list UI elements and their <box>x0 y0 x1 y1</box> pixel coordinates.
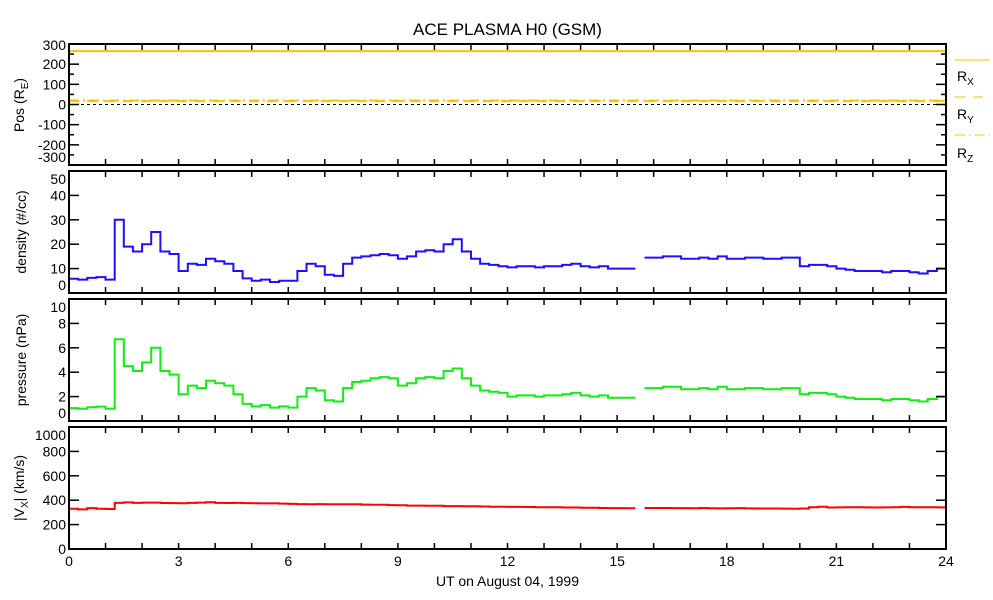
panel-frame <box>68 298 947 422</box>
legend-label-rx: RX <box>957 68 974 88</box>
y-tick-label: 300 <box>43 37 67 53</box>
ylabel-end: | (km/s) <box>11 454 28 502</box>
y-tick-label: 0 <box>58 277 66 293</box>
panel-frame <box>68 426 947 550</box>
y-tick-label: -200 <box>38 137 66 153</box>
y-tick-label: 0 <box>58 541 66 557</box>
y-axis-label-density: density (#/cc) <box>13 190 29 274</box>
x-axis-label: UT on August 04, 1999 <box>436 573 579 589</box>
y-tick-label: 0 <box>58 97 66 113</box>
y-tick-label: 20 <box>50 236 66 252</box>
y-tick-label: 40 <box>50 187 66 203</box>
y-tick-label: 2 <box>58 389 66 405</box>
x-tick-label: 0 <box>65 553 73 569</box>
y-tick-label: 30 <box>50 212 66 228</box>
panel-frame <box>68 170 947 294</box>
y-tick-label: 400 <box>43 492 67 508</box>
series-line-density <box>69 218 636 283</box>
x-tick-label: 9 <box>394 553 402 569</box>
y-axis-label-pressure: pressure (nPa) <box>13 313 29 407</box>
y-axis-label-vx: |VX| (km/s) <box>11 455 31 521</box>
legend-sub: Y <box>967 114 974 126</box>
legend-sub: Z <box>967 153 974 165</box>
ylabel-text: Pos (R <box>11 89 28 133</box>
legend-name: R <box>957 68 968 84</box>
x-tick-label: 21 <box>829 553 845 569</box>
series-line-pressure <box>644 385 947 403</box>
series-line-density <box>644 255 947 275</box>
ylabel-sub: E <box>19 82 31 90</box>
y-tick-label: 10 <box>50 261 66 277</box>
y-tick-label: 8 <box>58 315 66 331</box>
ylabel-sub: X <box>19 501 31 509</box>
legend-name: R <box>957 145 968 161</box>
legend-label-rz: RZ <box>957 145 973 165</box>
y-tick-label: 200 <box>43 517 67 533</box>
legend-sub: X <box>967 76 974 88</box>
legend-label-ry: RY <box>957 106 974 126</box>
y-axis-label-position: Pos (RE) <box>11 78 31 132</box>
y-tick-label: 0 <box>58 405 66 421</box>
legend-name: R <box>957 106 968 122</box>
y-tick-label: 10 <box>50 299 66 315</box>
ylabel-end: ) <box>11 77 28 83</box>
y-tick-label: 6 <box>58 340 66 356</box>
x-tick-label: 18 <box>719 553 735 569</box>
chart-title: ACE PLASMA H0 (GSM) <box>413 20 602 39</box>
y-tick-label: 50 <box>50 171 66 187</box>
x-tick-label: 12 <box>500 553 516 569</box>
y-tick-label: -100 <box>38 117 66 133</box>
y-tick-label: 200 <box>43 56 67 72</box>
x-tick-label: 6 <box>284 553 292 569</box>
y-tick-label: 600 <box>43 468 67 484</box>
series-line-vx <box>69 501 636 511</box>
y-tick-label: 1000 <box>35 427 66 443</box>
ylabel-text: |V <box>11 508 28 522</box>
series-line-vx <box>644 505 947 510</box>
series-line-pressure <box>69 338 636 410</box>
x-tick-label: 3 <box>175 553 183 569</box>
y-tick-label: 100 <box>43 76 67 92</box>
y-tick-label: 4 <box>58 364 66 380</box>
y-tick-label: -300 <box>38 149 66 165</box>
x-tick-label: 24 <box>938 553 954 569</box>
x-tick-label: 15 <box>609 553 625 569</box>
y-tick-label: 800 <box>43 443 67 459</box>
